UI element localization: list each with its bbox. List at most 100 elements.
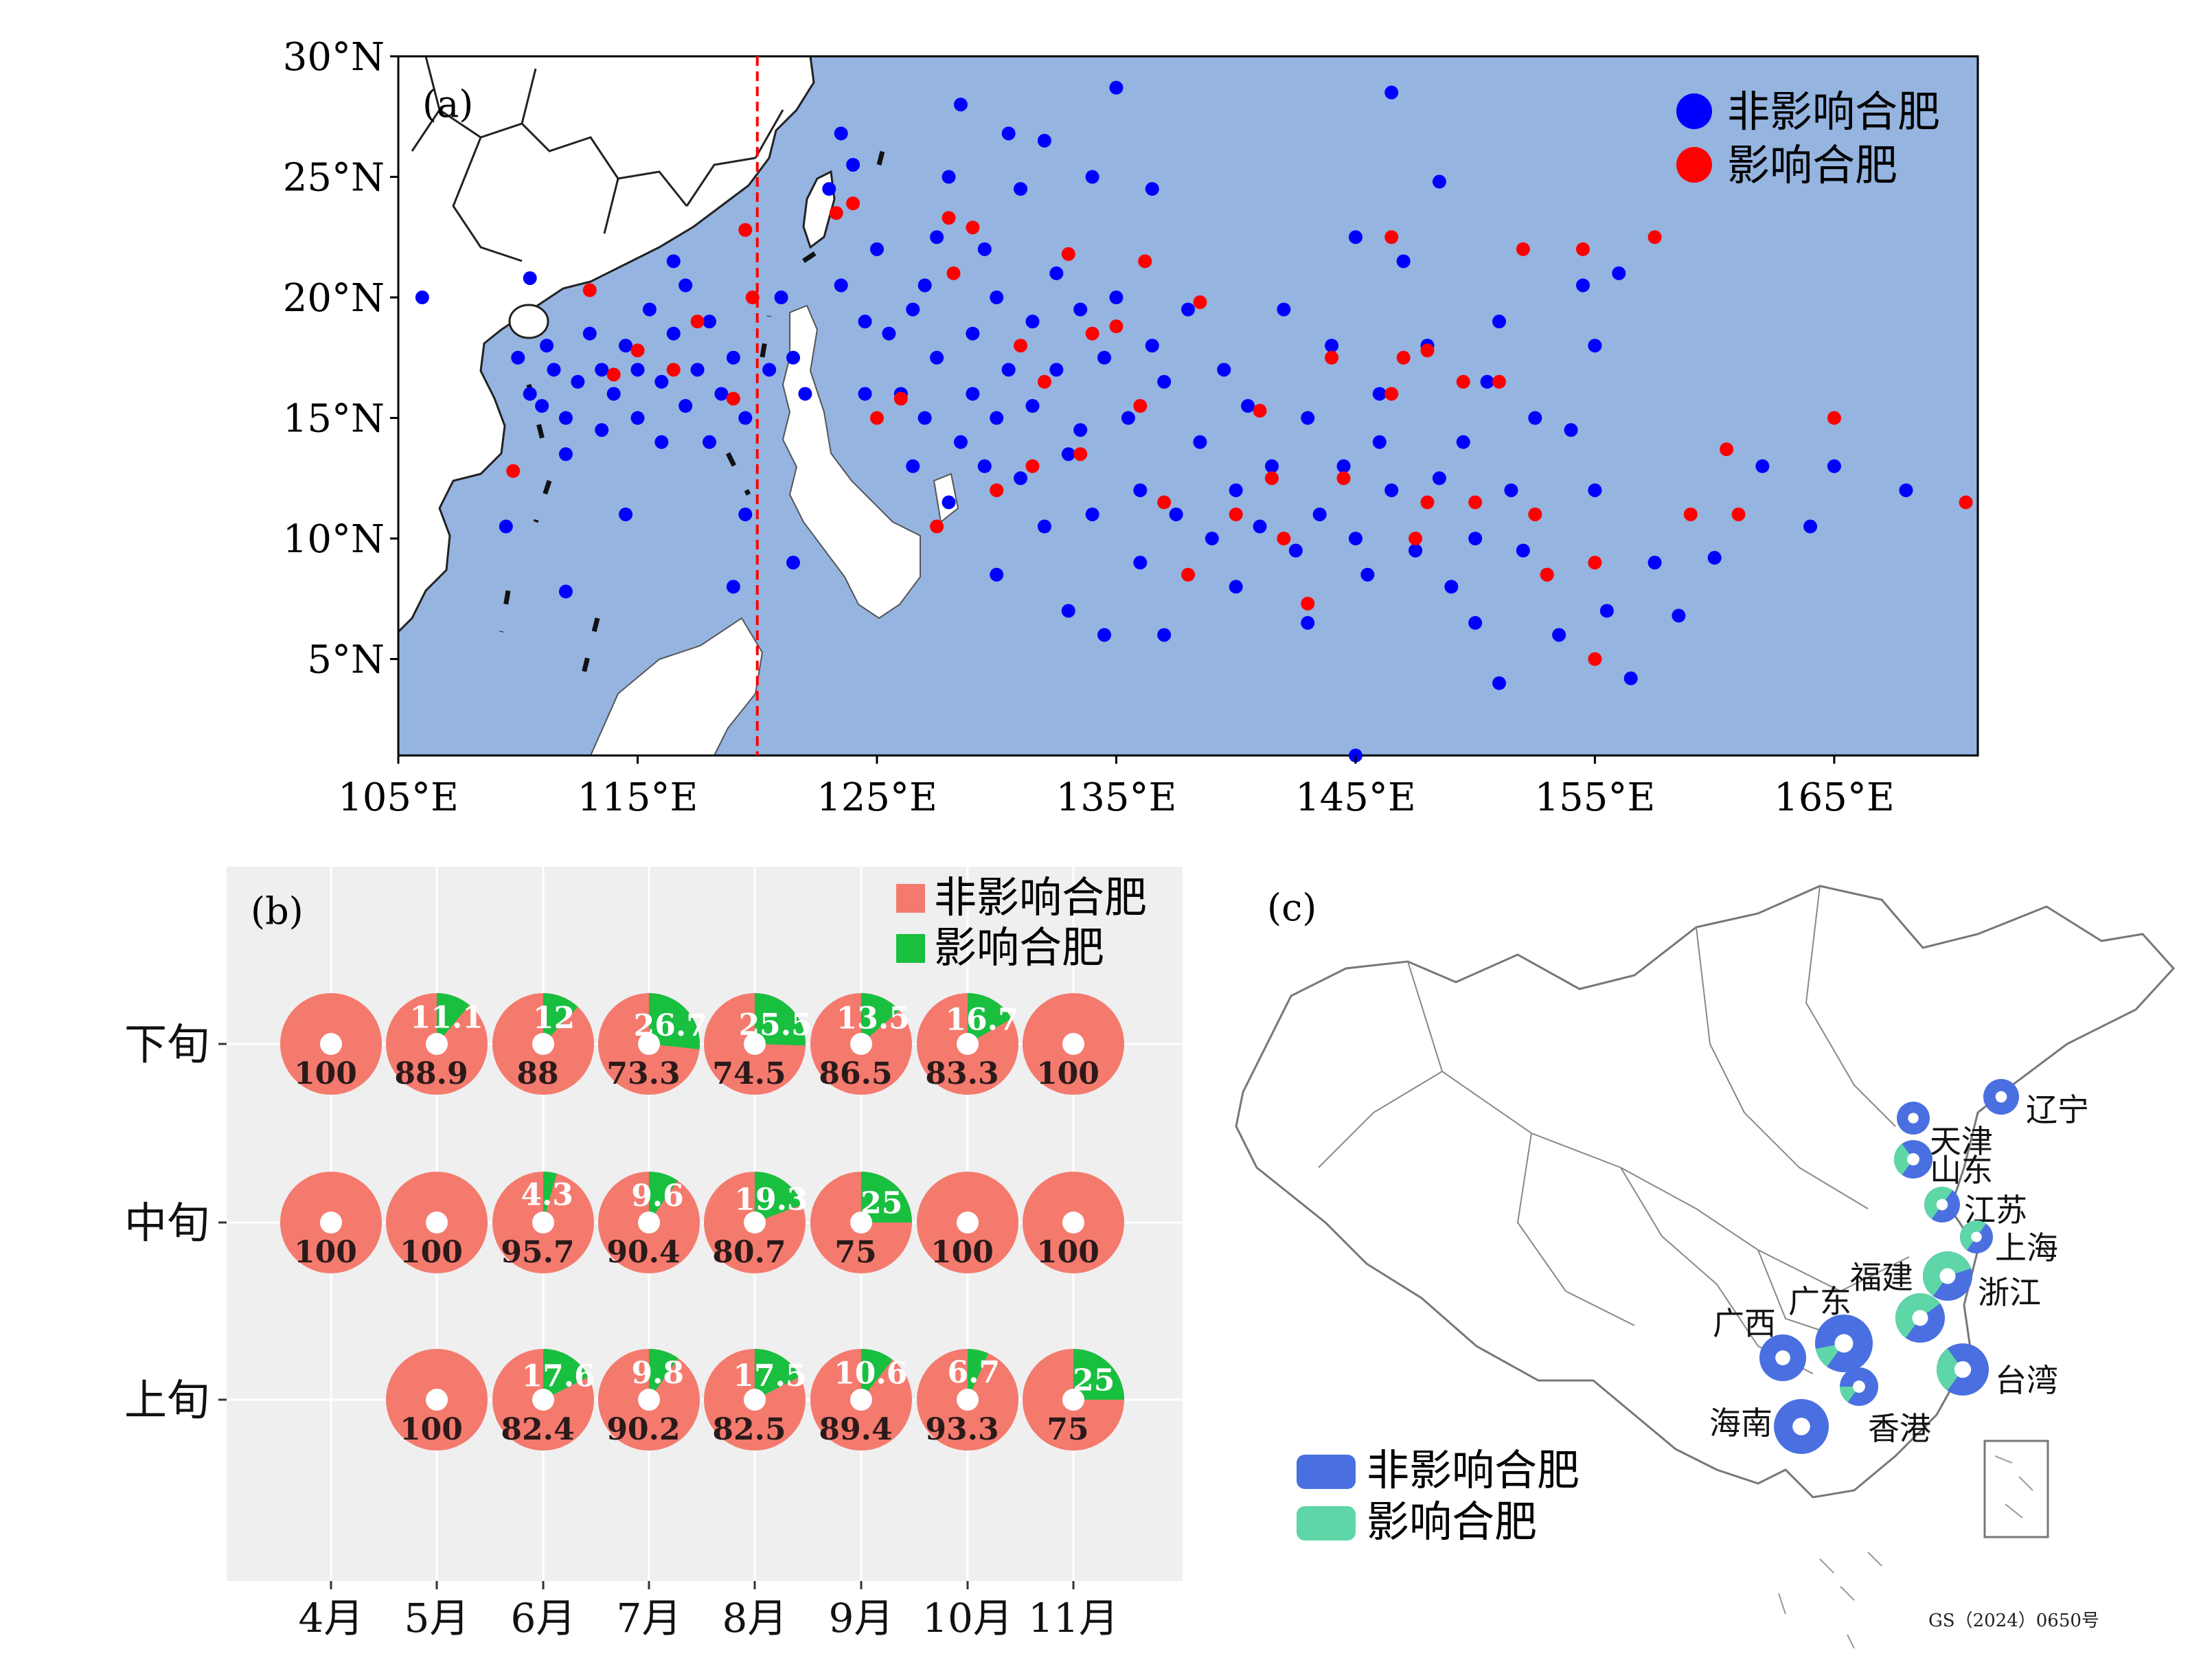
point-non-affect [1037, 133, 1051, 148]
pie-slice-affect [649, 1349, 679, 1400]
panel-b-pie-grid: 10011.188.9128826.773.325.574.513.586.51… [124, 867, 1183, 1641]
point-affect [1325, 350, 1339, 365]
pie: 100 [280, 1172, 382, 1273]
pie-center-hole [1912, 1310, 1928, 1326]
point-affect [869, 411, 884, 425]
province-pie: 上海 [1959, 1220, 2058, 1266]
province-pie: 天津 [1897, 1102, 1993, 1160]
point-affect [745, 291, 760, 305]
point-non-affect [666, 326, 681, 341]
pie: 100 [1023, 993, 1124, 1095]
province-pie: 浙江 [1923, 1251, 2041, 1311]
pie-slice-affect [755, 1349, 800, 1400]
point-non-affect [1492, 676, 1507, 690]
legend-label-non-affect: 非影响合肥 [1727, 87, 1940, 137]
approval-number: GS（2024）0650号 [1928, 1611, 2099, 1631]
pie-center-hole [744, 1212, 766, 1233]
pie: 17.6 82.4 [492, 1349, 595, 1451]
pie-label-affect: 25 [860, 1185, 902, 1220]
province-label: 天津 [1930, 1123, 1993, 1160]
point-non-affect [917, 278, 932, 293]
point-non-affect [1372, 387, 1387, 401]
point-affect [1468, 495, 1483, 510]
point-affect [1061, 247, 1075, 261]
pie-center-hole [957, 1212, 979, 1233]
point-non-affect [1396, 254, 1411, 269]
pie-center-hole [850, 1389, 872, 1411]
point-non-affect [666, 254, 681, 269]
point-non-affect [1384, 483, 1399, 497]
pie-slice-affect [861, 993, 900, 1044]
point-affect [930, 519, 944, 534]
x-tick-label: 115°E [578, 775, 698, 820]
legend-dot-affect [1676, 147, 1712, 183]
pie-label-non-affect: 100 [294, 1056, 357, 1091]
point-non-affect [738, 507, 753, 521]
x-axis-ticks: 105°E 115°E 125°E 135°E 145°E 155°E 165°E [338, 755, 1895, 820]
pie-slice-affect [755, 993, 806, 1046]
plot-frame [397, 55, 1979, 757]
point-non-affect [858, 315, 872, 329]
pie: 11.1 88.9 [386, 993, 488, 1095]
point-non-affect [1432, 471, 1446, 486]
province-pie: 广西 [1713, 1305, 1806, 1381]
point-non-affect [966, 326, 980, 341]
point-non-affect [1217, 363, 1231, 377]
pie-label-non-affect: 88.9 [394, 1056, 468, 1091]
pie-label-non-affect: 100 [400, 1235, 463, 1270]
point-affect [1109, 319, 1124, 334]
point-non-affect [1588, 339, 1602, 353]
point-non-affect [966, 387, 980, 401]
point-affect [1420, 343, 1435, 358]
pie: 9.6 90.4 [598, 1172, 700, 1273]
point-non-affect [1277, 302, 1291, 317]
point-affect [1720, 442, 1734, 457]
point-affect [1085, 326, 1099, 341]
scatter-points [415, 80, 1973, 762]
point-affect [1336, 471, 1351, 486]
province-label: 台湾 [1995, 1362, 2058, 1399]
point-non-affect [990, 291, 1004, 305]
y-tick-label: 30°N [283, 35, 385, 80]
point-non-affect [1707, 551, 1722, 565]
pie-label-non-affect: 95.7 [501, 1235, 574, 1270]
pie: 26.7 73.3 [598, 993, 707, 1095]
pie-center-hole [957, 1033, 979, 1055]
pie-center-hole [1995, 1091, 2007, 1103]
point-non-affect [822, 182, 836, 196]
panel-b-label: (b) [251, 889, 304, 933]
point-non-affect [786, 350, 800, 365]
point-non-affect [1492, 315, 1507, 329]
point-non-affect [1169, 507, 1183, 521]
point-non-affect [714, 387, 729, 401]
pie-slice-affect [543, 1349, 589, 1400]
point-affect [942, 211, 956, 225]
point-non-affect [703, 315, 717, 329]
month-label: 10月 [922, 1595, 1013, 1641]
panel-c-label: (c) [1267, 886, 1316, 929]
point-affect [1647, 230, 1662, 245]
point-affect [1138, 254, 1152, 269]
pie-center-hole [1062, 1389, 1084, 1411]
point-non-affect [1073, 423, 1088, 437]
point-affect [1384, 387, 1399, 401]
pie-slice-affect [649, 1172, 678, 1223]
point-non-affect [1301, 615, 1315, 630]
province-label: 浙江 [1978, 1274, 2041, 1311]
pie-label-affect: 17.5 [733, 1358, 806, 1394]
province-pie: 江苏 [1924, 1187, 2027, 1229]
pie-label-non-affect: 82.5 [712, 1412, 786, 1447]
pie: 100 [386, 1172, 488, 1273]
pie-label-non-affect: 80.7 [712, 1235, 786, 1270]
pie: 100 [1023, 1172, 1124, 1273]
point-non-affect [1325, 339, 1339, 353]
point-affect [966, 220, 980, 235]
point-non-affect [1432, 174, 1446, 189]
point-non-affect [511, 350, 525, 365]
point-non-affect [726, 350, 740, 365]
pie-center-hole [1853, 1380, 1865, 1393]
point-non-affect [1085, 170, 1099, 184]
point-non-affect [1409, 543, 1423, 558]
point-non-affect [846, 157, 860, 172]
